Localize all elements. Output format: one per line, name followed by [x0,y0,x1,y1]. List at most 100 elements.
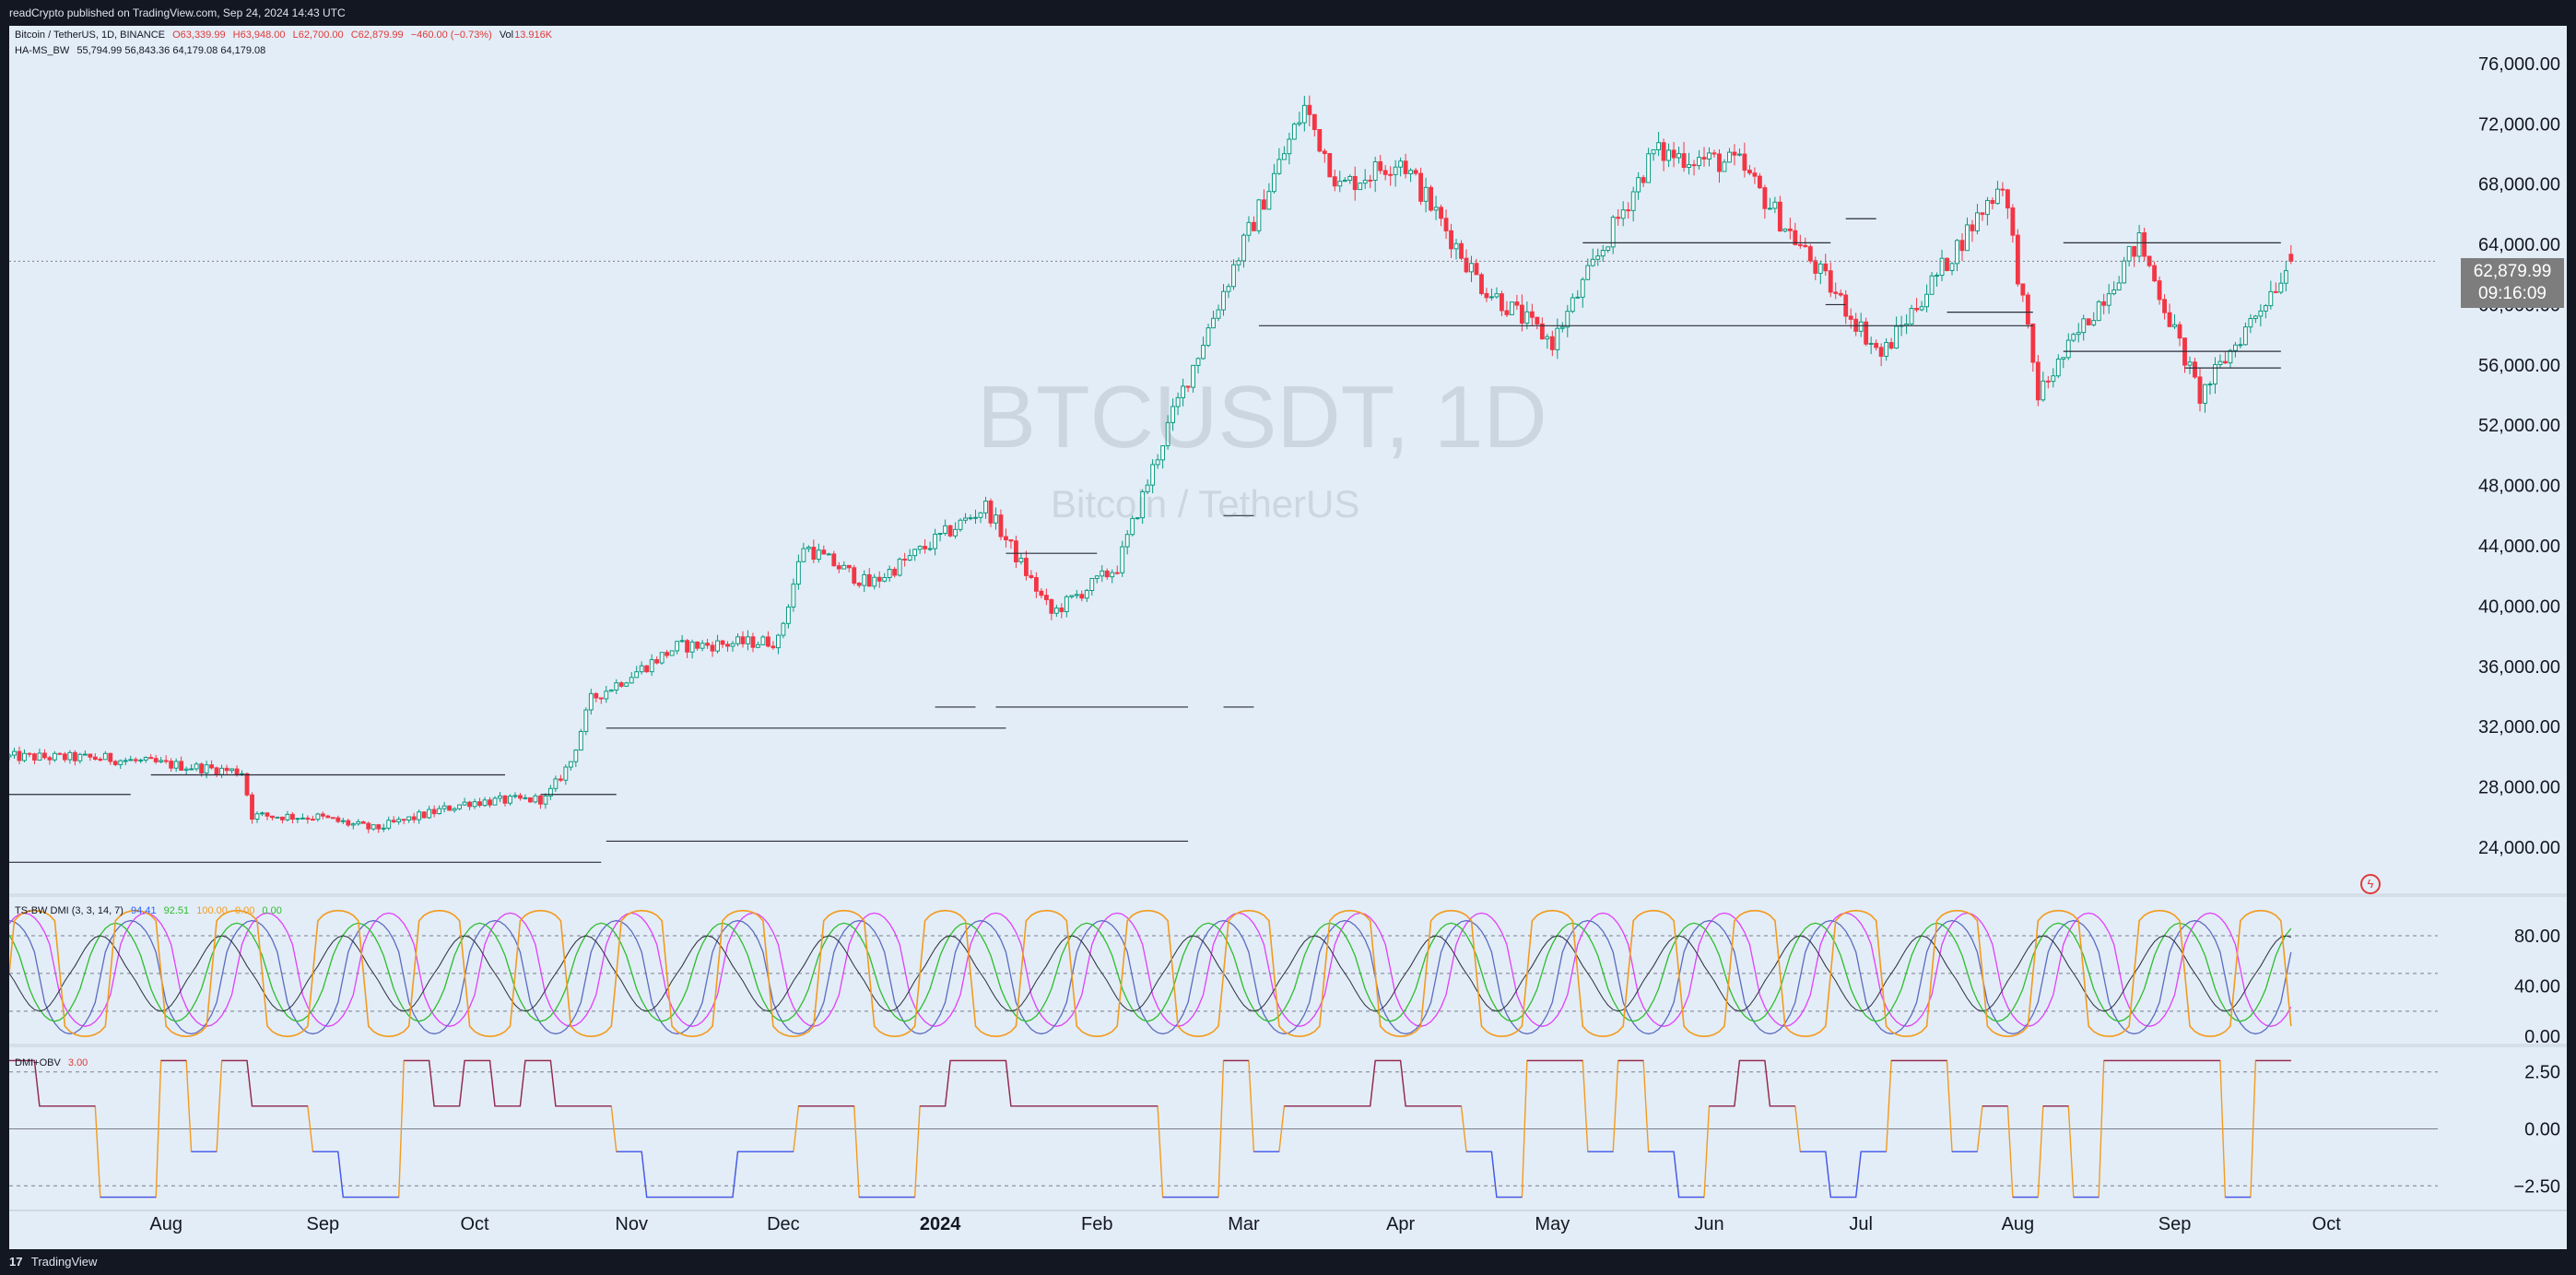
candle-body [1140,490,1146,519]
candle-body [1823,263,1829,272]
hams-legend[interactable]: HA-MS_BW 55,794.99 56,843.36 64,179.08 6… [15,45,270,56]
candle-body [1175,396,1181,407]
candle-body [876,576,882,582]
candle-body [756,643,760,648]
obv-legend[interactable]: DMI+OBV 3.00 [15,1057,92,1068]
candle-body [300,817,305,820]
time-axis-label: Feb [1081,1214,1112,1234]
candle-body [1443,218,1449,231]
dmi-value-5: 0.00 [262,905,282,916]
candle-body [2263,305,2268,312]
candle-body [604,691,609,700]
time-axis-label: Aug [149,1214,182,1234]
price-axis-label: 36,000.00 [2478,657,2560,678]
candle-body [1382,170,1388,175]
candle-body [1935,275,1939,277]
obv-name: DMI+OBV [15,1057,61,1068]
price-axis-label: 56,000.00 [2478,356,2560,376]
candle-body [1782,228,1788,232]
candle-body [2203,384,2207,404]
candle-body [2020,283,2026,296]
candle-body [391,820,396,822]
legend-open: O63,339.99 [172,30,226,41]
candle-body [1271,172,1276,193]
time-axis-label: Jul [1849,1214,1873,1234]
candle-body [710,644,715,652]
time-axis-label: Sep [307,1214,340,1234]
candle-body [1894,325,1900,349]
candle-body [27,752,32,755]
candle-body [1636,177,1641,193]
candle-body [1671,149,1676,159]
candle-body [1959,240,1965,252]
candle-body [923,546,928,549]
candle-body [260,812,265,815]
candle-body [199,763,205,773]
candle-body [1124,534,1130,548]
candle-body [953,528,958,537]
candle-body [2177,324,2182,339]
candle-body [2197,376,2203,404]
candle-body [649,659,654,673]
price-axis-label: 68,000.00 [2478,175,2560,195]
candle-body [2015,234,2020,285]
candle-body [280,816,285,820]
chart-area[interactable]: 24,000.00 28,000.00 32,000.00 36,000.00 40,0… [9,26,2567,1249]
candle-body [1500,293,1504,312]
dmi-legend[interactable]: TS-BW DMI (3, 3, 14, 7) 94.41 92.51 100.… [15,905,287,916]
candle-body [1079,594,1085,599]
watermark-subtitle: Bitcoin / TetherUS [1051,482,1360,525]
candle-body [795,561,801,585]
candle-body [179,761,184,771]
dmi-axis-label: 0.00 [2524,1027,2560,1047]
candle-body [2081,318,2087,334]
published-text: readCrypto published on TradingView.com,… [9,6,346,19]
candle-body [1767,207,1772,210]
last-price: 62,879.99 [2473,262,2552,281]
candle-body [2101,301,2107,306]
candle-body [1828,270,1833,293]
candle-body [482,799,488,807]
chart-canvas[interactable]: 24,000.00 28,000.00 32,000.00 36,000.00 40,0… [9,26,2567,1249]
candle-body [1150,464,1156,486]
candle-body [553,778,559,789]
lightning-icon[interactable]: ϟ [2360,874,2381,894]
candle-body [1549,336,1555,350]
candle-body [2232,344,2238,351]
candle-body [866,573,872,587]
price-axis-label: 28,000.00 [2478,778,2560,798]
candle-body [335,817,341,822]
candle-body [1347,175,1353,182]
candle-body [305,817,311,820]
candle-body [508,796,512,804]
candle-body [1221,290,1226,311]
candle-body [2076,332,2081,336]
candle-body [518,795,523,799]
candle-body [746,636,750,644]
dmi-plus-line [9,912,2292,1027]
candle-body [417,811,422,820]
candle-body [62,753,67,761]
main-legend[interactable]: Bitcoin / TetherUS, 1D, BINANCE O63,339.… [15,30,557,41]
candle-body [1484,292,1489,299]
candle-body [1145,484,1150,492]
hams-name: HA-MS_BW [15,45,70,56]
candle-body [841,564,847,570]
legend-low: L62,700.00 [292,30,344,41]
candle-body [1838,292,1843,296]
price-axis-label: 32,000.00 [2478,717,2560,738]
candle-body [22,752,27,761]
candle-body [330,817,335,820]
candle-body [1651,148,1656,155]
candle-body [209,764,215,769]
candle-body [275,816,280,819]
candle-body [614,682,619,691]
candle-body [1676,153,1681,159]
candle-body [1201,345,1206,360]
candle-body [598,697,604,700]
candle-body [2193,361,2197,378]
candle-body [826,553,831,556]
candle-body [998,514,1004,537]
candle-body [811,547,817,561]
candle-body [2096,301,2101,322]
